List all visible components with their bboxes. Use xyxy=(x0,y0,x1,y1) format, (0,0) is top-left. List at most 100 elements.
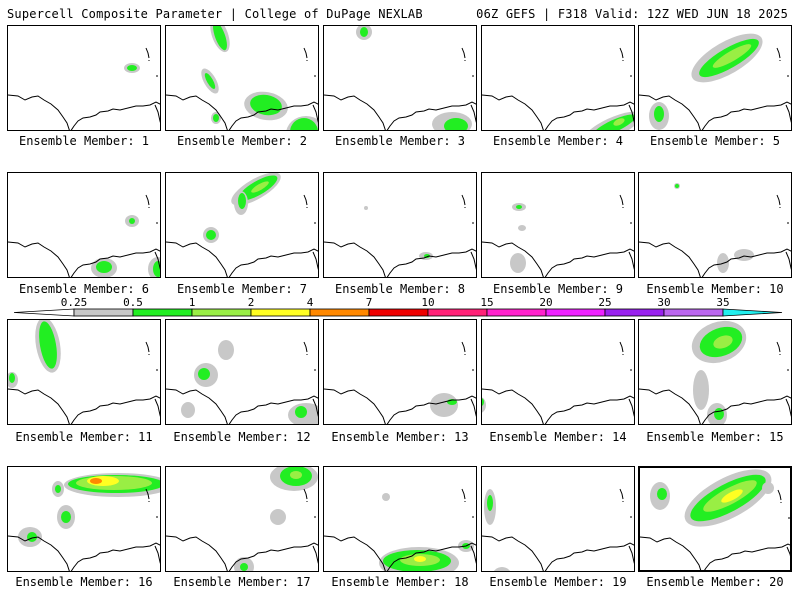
scp-contour-1 xyxy=(213,114,219,122)
ensemble-member-label-6[interactable]: Ensemble Member: 6 xyxy=(18,282,150,296)
scp-contour-3 xyxy=(721,489,743,503)
colorbar-bin-8 xyxy=(545,308,606,317)
ensemble-member-label-10[interactable]: Ensemble Member: 10 xyxy=(646,282,784,296)
ensemble-member-label-7[interactable]: Ensemble Member: 7 xyxy=(176,282,308,296)
scp-contour-1 xyxy=(39,321,57,369)
scp-contour-2 xyxy=(251,181,269,193)
ensemble-member-map-5[interactable] xyxy=(638,25,792,131)
ensemble-member-map-6[interactable] xyxy=(7,172,161,278)
scp-contour-1 xyxy=(206,230,216,240)
colorbar-label: 20 xyxy=(539,298,552,309)
ensemble-member-label-13[interactable]: Ensemble Member: 13 xyxy=(331,430,469,444)
ensemble-member-map-13[interactable] xyxy=(323,319,477,425)
scp-contour-1 xyxy=(213,26,227,51)
ensemble-member-label-1[interactable]: Ensemble Member: 1 xyxy=(18,134,150,148)
ensemble-member-map-9[interactable] xyxy=(481,172,635,278)
ensemble-member-label-3[interactable]: Ensemble Member: 3 xyxy=(334,134,466,148)
florida-coast xyxy=(154,398,160,417)
ensemble-member-label-9[interactable]: Ensemble Member: 9 xyxy=(492,282,624,296)
map-svg xyxy=(324,341,476,424)
ensemble-member-label-14[interactable]: Ensemble Member: 14 xyxy=(489,430,627,444)
scp-contour-0 xyxy=(181,402,195,418)
colorbar-bin-2 xyxy=(191,308,252,317)
ensemble-member-label-16[interactable]: Ensemble Member: 16 xyxy=(15,575,153,589)
ensemble-member-map-18[interactable] xyxy=(323,466,477,572)
ensemble-member-label-19[interactable]: Ensemble Member: 19 xyxy=(489,575,627,589)
scp-contour-1 xyxy=(444,118,468,130)
coastline xyxy=(639,94,791,130)
caribbean-islands xyxy=(145,47,158,77)
coastline xyxy=(324,388,476,424)
ensemble-member-map-12[interactable] xyxy=(165,319,319,425)
ensemble-member-label-2[interactable]: Ensemble Member: 2 xyxy=(176,134,308,148)
ensemble-member-label-17[interactable]: Ensemble Member: 17 xyxy=(173,575,311,589)
colorbar-label: 10 xyxy=(421,298,434,309)
ensemble-member-map-3[interactable] xyxy=(323,25,477,131)
colorbar-label: 15 xyxy=(480,298,493,309)
ensemble-member-map-16[interactable] xyxy=(7,466,161,572)
ensemble-member-label-15[interactable]: Ensemble Member: 15 xyxy=(646,430,784,444)
ensemble-member-map-19[interactable] xyxy=(481,466,635,572)
scp-contour-1 xyxy=(675,184,679,188)
ensemble-member-map-1[interactable] xyxy=(7,25,161,131)
map-svg xyxy=(8,194,160,277)
ensemble-member-label-20[interactable]: Ensemble Member: 20 xyxy=(646,575,784,589)
colorbar-label: 0.25 xyxy=(61,298,88,309)
ensemble-member-label-18[interactable]: Ensemble Member: 18 xyxy=(331,575,469,589)
caribbean-islands xyxy=(303,488,316,518)
ensemble-member-label-5[interactable]: Ensemble Member: 5 xyxy=(649,134,781,148)
coastline xyxy=(166,94,318,130)
ensemble-member-label-12[interactable]: Ensemble Member: 12 xyxy=(173,430,311,444)
ensemble-member-map-7[interactable] xyxy=(165,172,319,278)
coastline xyxy=(482,94,634,130)
caribbean-islands xyxy=(461,194,474,224)
colorbar-bin-3 xyxy=(250,308,311,317)
scp-contour-4 xyxy=(90,478,102,484)
coastline xyxy=(640,536,790,570)
scp-contour-1 xyxy=(9,373,15,383)
scp-contour-0 xyxy=(762,482,774,494)
scp-contour-1 xyxy=(290,118,318,130)
map-svg xyxy=(166,26,318,130)
caribbean-islands xyxy=(145,194,158,224)
ensemble-member-map-11[interactable] xyxy=(7,319,161,425)
map-svg xyxy=(324,194,476,277)
caribbean-islands xyxy=(777,489,790,519)
colorbar-bin-4 xyxy=(309,308,370,317)
map-svg xyxy=(482,341,634,424)
colorbar-bin-11 xyxy=(722,308,783,317)
ensemble-member-map-14[interactable] xyxy=(481,319,635,425)
ensemble-member-label-11[interactable]: Ensemble Member: 11 xyxy=(15,430,153,444)
coastline xyxy=(482,388,634,424)
florida-coast xyxy=(154,104,160,123)
ensemble-member-map-15[interactable] xyxy=(638,319,792,425)
scp-contour-1 xyxy=(487,495,493,511)
coastline xyxy=(639,388,791,424)
colorbar-label: 0.5 xyxy=(123,298,143,309)
map-svg xyxy=(639,33,791,130)
caribbean-islands xyxy=(776,47,789,77)
scp-contour-0 xyxy=(382,493,390,501)
ensemble-member-label-8[interactable]: Ensemble Member: 8 xyxy=(334,282,466,296)
scp-contour-1 xyxy=(204,73,216,89)
scp-contour-2 xyxy=(290,471,302,479)
ensemble-member-map-20[interactable] xyxy=(638,466,792,572)
colorbar-label: 1 xyxy=(189,298,196,309)
ensemble-member-map-2[interactable] xyxy=(165,25,319,131)
map-svg xyxy=(324,26,476,130)
ensemble-member-map-17[interactable] xyxy=(165,466,319,572)
ensemble-member-map-8[interactable] xyxy=(323,172,477,278)
caribbean-islands xyxy=(461,488,474,518)
ensemble-member-map-10[interactable] xyxy=(638,172,792,278)
coastline xyxy=(324,94,476,130)
ensemble-member-map-4[interactable] xyxy=(481,25,635,131)
map-svg xyxy=(482,194,634,277)
page-title: Supercell Composite Parameter | College … xyxy=(7,7,423,21)
scp-contour-1 xyxy=(240,563,248,571)
scp-contour-1 xyxy=(250,94,282,116)
scp-contour-1 xyxy=(360,27,368,37)
coastline xyxy=(8,535,160,571)
florida-coast xyxy=(312,104,318,123)
ensemble-member-label-4[interactable]: Ensemble Member: 4 xyxy=(492,134,624,148)
florida-coast xyxy=(154,545,160,564)
